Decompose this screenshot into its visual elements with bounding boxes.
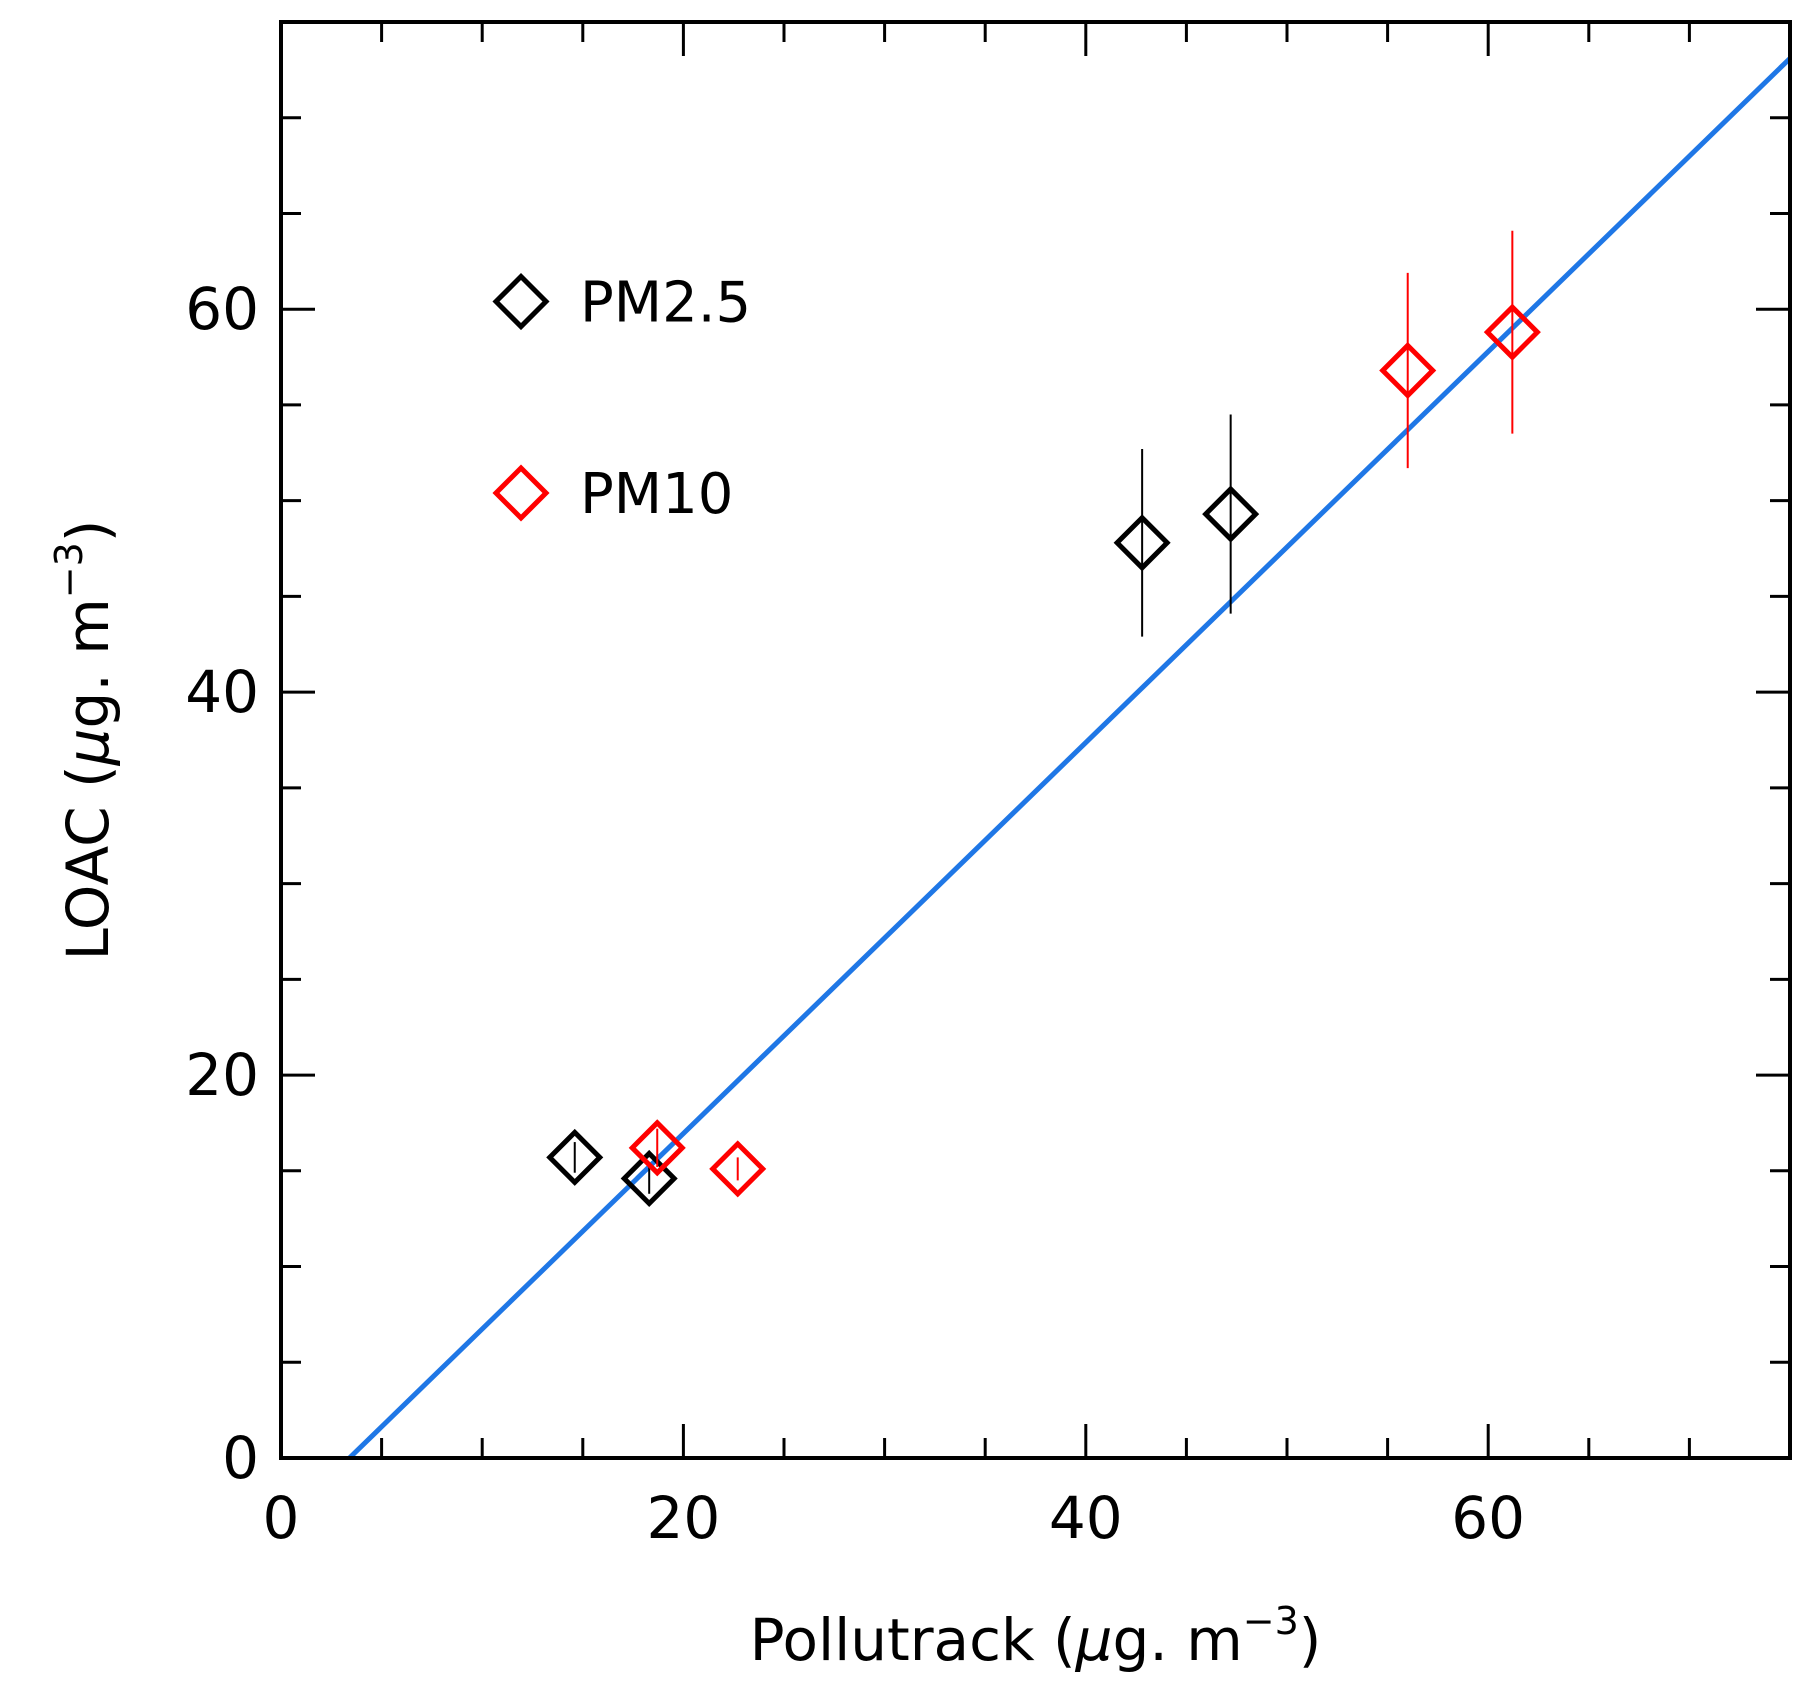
x-label-close: ) [1299,1606,1322,1674]
x-label-main: Pollutrack ( [750,1606,1076,1674]
fit-line-layer [347,56,1792,1460]
y-axis-label: LOAC (μg. m−3) [47,520,122,961]
x-tick-label: 60 [1451,1484,1525,1552]
legend: PM2.5 PM10 [492,271,751,527]
legend-pm25-label: PM2.5 [580,271,751,336]
y-tick-label: 20 [185,1041,259,1109]
x-tick-label: 20 [646,1484,720,1552]
pm10-point [628,1119,686,1177]
legend-pm10-marker [492,464,550,522]
pm25-point [1113,514,1171,572]
y-tick-label: 40 [185,658,259,726]
x-label-mu: μ [1075,1606,1113,1674]
y-label-sup: −3 [47,542,91,598]
legend-pm10-label: PM10 [580,462,733,527]
data-points [546,230,1541,1207]
x-label-rest: g. m [1113,1606,1243,1674]
y-label-rest: g. m [54,598,122,728]
plot-frame [279,20,1792,1460]
axis-ticks [279,20,1792,1460]
y-tick-label: 0 [222,1424,259,1492]
pm25-point [546,1128,604,1186]
y-label-main: LOAC ( [54,765,122,960]
pm10-point [1483,303,1541,361]
tick-labels: 0 20 40 60 0 20 40 60 [185,275,1525,1552]
pm25-point [1202,485,1260,543]
pm25-point [620,1149,678,1207]
y-label-close: ) [54,520,122,543]
fit-line [347,56,1792,1460]
pm10-point [709,1140,767,1198]
legend-pm25-marker [492,273,550,331]
x-label-sup: −3 [1243,1599,1299,1643]
x-tick-label: 0 [263,1484,300,1552]
y-label-mu: μ [54,728,122,766]
x-tick-label: 40 [1049,1484,1123,1552]
y-tick-label: 60 [185,275,259,343]
pm10-point [1379,341,1437,400]
x-axis-label: Pollutrack (μg. m−3) [750,1599,1322,1674]
